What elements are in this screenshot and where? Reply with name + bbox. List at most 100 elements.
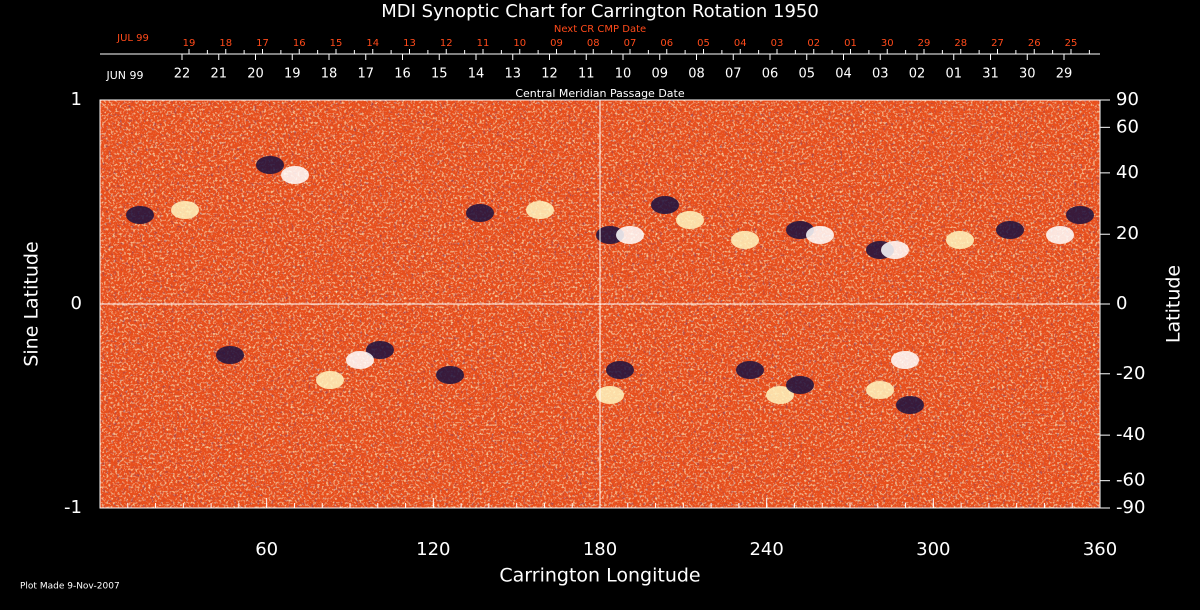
active-region [216, 346, 244, 364]
date-axis-label: 17 [357, 67, 374, 82]
top-axis-label: 27 [991, 38, 1004, 49]
x-axis-label: Carrington Longitude [499, 565, 700, 587]
top-axis-label: 11 [477, 38, 490, 49]
y-axis-label: Sine Latitude [21, 241, 43, 366]
active-region [171, 201, 199, 219]
y2-tick-label: -60 [1116, 470, 1145, 491]
date-axis-label: 15 [431, 67, 448, 82]
date-axis-label: 10 [615, 67, 632, 82]
y2-tick-label: 60 [1116, 116, 1139, 137]
date-axis-label: 12 [541, 67, 558, 82]
active-region [1046, 226, 1074, 244]
y2-tick-label: -20 [1116, 363, 1145, 384]
y-tick-label: 0 [71, 293, 82, 314]
active-region [881, 241, 909, 259]
date-axis-label: 16 [394, 67, 411, 82]
date-axis-label: 02 [909, 67, 926, 82]
date-axis-label: 06 [762, 67, 779, 82]
y2-tick-label: 0 [1116, 293, 1127, 314]
date-axis-start: JUN 99 [105, 69, 143, 82]
y2-axis-label: Latitude [1163, 265, 1185, 343]
active-region [996, 221, 1024, 239]
date-axis-title: Central Meridian Passage Date [515, 87, 684, 100]
date-axis-label: 18 [321, 67, 338, 82]
active-region [766, 386, 794, 404]
top-axis-label: 01 [844, 38, 857, 49]
y-tick-label: -1 [64, 497, 82, 518]
active-region [281, 166, 309, 184]
active-region [436, 366, 464, 384]
date-axis-label: 13 [504, 67, 521, 82]
active-region [596, 386, 624, 404]
active-region [946, 231, 974, 249]
top-axis-label: 26 [1028, 38, 1041, 49]
date-axis-label: 11 [578, 67, 595, 82]
y2-tick-label: 40 [1116, 162, 1139, 183]
top-axis-label: 25 [1065, 38, 1078, 49]
footnote: Plot Made 9-Nov-2007 [20, 582, 120, 592]
active-region [866, 381, 894, 399]
active-region [606, 361, 634, 379]
top-axis-label: 02 [807, 38, 820, 49]
top-axis-label: 04 [734, 38, 747, 49]
active-region [526, 201, 554, 219]
active-region [346, 351, 374, 369]
date-axis-label: 09 [651, 67, 668, 82]
top-axis-label: 13 [403, 38, 416, 49]
top-axis-label: 28 [954, 38, 967, 49]
active-region [891, 351, 919, 369]
date-axis-label: 20 [247, 67, 264, 82]
active-region [896, 396, 924, 414]
x-tick-label: 180 [583, 539, 617, 560]
active-region [466, 204, 494, 222]
date-axis-label: 30 [1019, 67, 1036, 82]
top-axis-label: 15 [330, 38, 343, 49]
date-axis-label: 04 [835, 67, 852, 82]
date-axis-label: 05 [798, 67, 815, 82]
active-region [731, 231, 759, 249]
top-axis-label: 06 [660, 38, 673, 49]
top-axis-label: 30 [881, 38, 894, 49]
top-axis-label: 05 [697, 38, 710, 49]
active-region [616, 226, 644, 244]
date-axis-label: 22 [174, 67, 191, 82]
active-region [126, 206, 154, 224]
date-axis-label: 19 [284, 67, 301, 82]
x-tick-label: 120 [416, 539, 450, 560]
top-axis-start: JUL 99 [116, 33, 149, 44]
y2-tick-label: -40 [1116, 424, 1145, 445]
x-tick-label: 300 [916, 539, 950, 560]
top-axis-label: 14 [366, 38, 379, 49]
top-axis-label: 18 [219, 38, 232, 49]
top-axis-label: 12 [440, 38, 453, 49]
date-axis-label: 14 [468, 67, 485, 82]
y2-tick-label: 90 [1116, 89, 1139, 110]
top-axis-label: 10 [513, 38, 526, 49]
active-region [596, 226, 624, 244]
active-region [651, 196, 679, 214]
top-axis-label: 08 [587, 38, 600, 49]
date-axis-label: 01 [945, 67, 962, 82]
active-region [786, 376, 814, 394]
date-axis-label: 31 [982, 67, 999, 82]
chart-title: MDI Synoptic Chart for Carrington Rotati… [381, 1, 819, 22]
top-axis-label: 19 [183, 38, 196, 49]
active-region [806, 226, 834, 244]
y2-tick-label: 20 [1116, 223, 1139, 244]
top-axis-label: 17 [256, 38, 269, 49]
x-tick-label: 60 [255, 539, 278, 560]
active-region [256, 156, 284, 174]
date-axis-label: 07 [725, 67, 742, 82]
active-region [316, 371, 344, 389]
x-tick-label: 360 [1083, 539, 1117, 560]
active-region [1066, 206, 1094, 224]
top-axis-title: Next CR CMP Date [554, 24, 646, 35]
y2-tick-label: -90 [1116, 497, 1145, 518]
date-axis-label: 03 [872, 67, 889, 82]
top-axis-label: 09 [550, 38, 563, 49]
top-axis-label: 16 [293, 38, 306, 49]
date-axis-label: 21 [210, 67, 227, 82]
date-axis-label: 29 [1056, 67, 1073, 82]
top-axis-label: 03 [771, 38, 784, 49]
